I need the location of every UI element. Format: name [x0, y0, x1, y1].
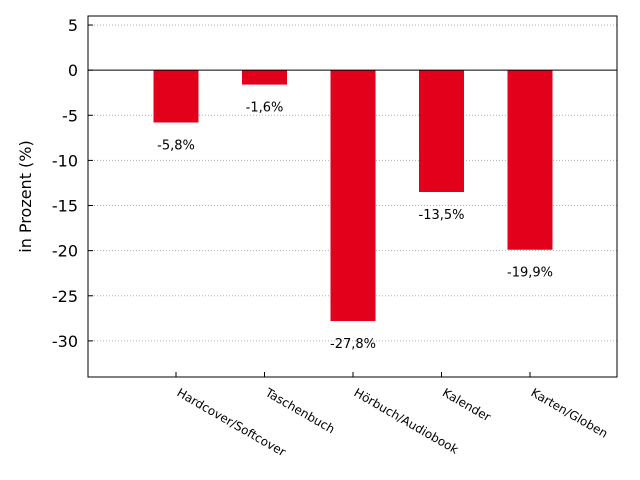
bar	[330, 70, 376, 322]
x-tick-label: Karten/Globen	[529, 385, 611, 440]
x-tick-label: Taschenbuch	[262, 385, 337, 436]
y-tick-label: 0	[68, 61, 78, 80]
bar	[153, 70, 199, 123]
y-tick-label: -10	[52, 151, 78, 170]
bar	[507, 70, 553, 250]
data-label: -27,8%	[330, 337, 376, 352]
data-label: -19,9%	[507, 266, 553, 281]
y-tick-label: -5	[62, 106, 78, 125]
y-axis-title: in Prozent (%)	[16, 140, 35, 252]
y-tick-label: 5	[68, 16, 78, 35]
bar	[242, 70, 287, 85]
y-tick-label: -25	[52, 287, 78, 306]
data-label: -13,5%	[419, 208, 465, 223]
bars-group	[153, 70, 553, 322]
y-tick-label: -20	[52, 242, 78, 261]
data-label: -1,6%	[246, 101, 284, 116]
data-label: -5,8%	[157, 138, 195, 153]
x-tick-label: Kalender	[440, 385, 493, 424]
data-labels: -5,8% -1,6% -27,8% -13,5% -19,9%	[157, 101, 553, 352]
y-axis-ticks: 5 0 -5 -10 -15 -20 -25 -30	[52, 16, 93, 351]
y-tick-label: -15	[52, 197, 78, 216]
bar	[419, 70, 464, 192]
y-tick-label: -30	[52, 332, 78, 351]
